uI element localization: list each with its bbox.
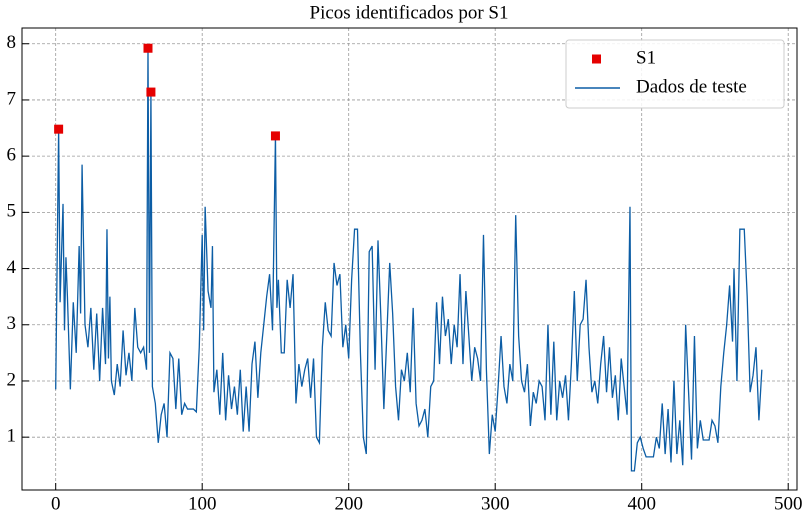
y-tick-label: 6	[7, 145, 17, 166]
y-tick-label: 2	[7, 369, 17, 390]
legend-label: S1	[636, 47, 656, 68]
peak-marker	[54, 124, 64, 134]
peak-marker	[270, 131, 280, 141]
chart-title: Picos identificados por S1	[310, 2, 509, 23]
y-tick-label: 3	[7, 313, 17, 334]
y-tick-label: 4	[7, 257, 17, 278]
data-line	[55, 48, 763, 472]
y-tick-label: 1	[7, 426, 17, 447]
x-tick-label: 500	[774, 493, 803, 514]
y-tick-label: 7	[7, 88, 17, 109]
x-tick-label: 100	[188, 493, 217, 514]
legend-box	[565, 39, 785, 109]
y-tick-label: 8	[7, 32, 17, 53]
x-tick-label: 300	[481, 493, 510, 514]
plot-frame	[21, 27, 798, 491]
y-tick-label: 5	[7, 201, 17, 222]
legend-label: Dados de teste	[636, 76, 747, 97]
x-tick-label: 400	[627, 493, 656, 514]
x-tick-label: 0	[51, 493, 61, 514]
peak-marker	[146, 87, 156, 97]
x-tick-label: 200	[334, 493, 363, 514]
peak-marker	[143, 43, 153, 53]
legend-marker	[592, 54, 601, 64]
